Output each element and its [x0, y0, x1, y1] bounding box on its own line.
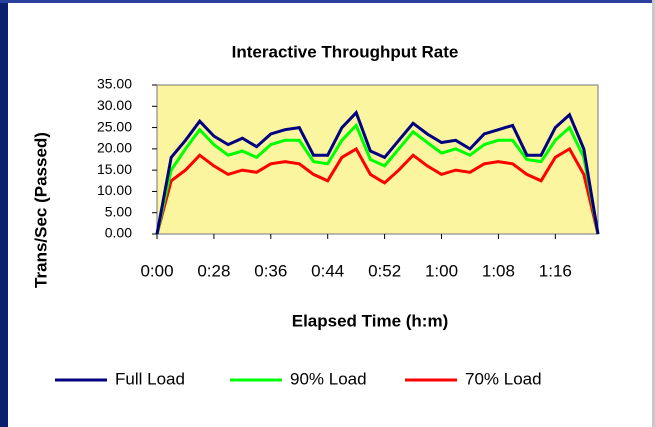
x-tick-label: 1:16 [539, 261, 572, 280]
y-tick-label: 30.00 [97, 97, 132, 113]
frame-top [0, 0, 655, 3]
legend-label: Full Load [115, 369, 185, 388]
series-line [155, 146, 600, 235]
y-tick-label: 0.00 [105, 225, 132, 241]
x-tick-label: 0:28 [197, 261, 230, 280]
x-tick-label: 0:52 [368, 261, 401, 280]
frame-left [0, 0, 8, 427]
y-tick-label: 15.00 [97, 161, 132, 177]
y-tick-label: 20.00 [97, 140, 132, 156]
y-tick-label: 5.00 [105, 203, 132, 219]
x-tick-label: 1:08 [482, 261, 515, 280]
plot-area [156, 84, 599, 235]
y-tick-label: 25.00 [97, 118, 132, 134]
frame-right [652, 0, 655, 427]
legend-label: 90% Load [290, 369, 367, 388]
y-tick-label: 10.00 [97, 182, 132, 198]
series-line [155, 122, 600, 235]
x-tick-label: 0:00 [140, 261, 173, 280]
x-tick-label: 0:44 [311, 261, 344, 280]
x-axis-label: Elapsed Time (h:m) [292, 311, 449, 330]
legend-label: 70% Load [465, 369, 542, 388]
y-tick-label: 35.00 [97, 76, 132, 92]
y-axis-label: Trans/Sec (Passed) [31, 132, 50, 288]
x-tick-label: 0:36 [254, 261, 287, 280]
series-line [155, 109, 600, 235]
x-tick-label: 1:00 [425, 261, 458, 280]
chart-title: Interactive Throughput Rate [232, 42, 459, 61]
